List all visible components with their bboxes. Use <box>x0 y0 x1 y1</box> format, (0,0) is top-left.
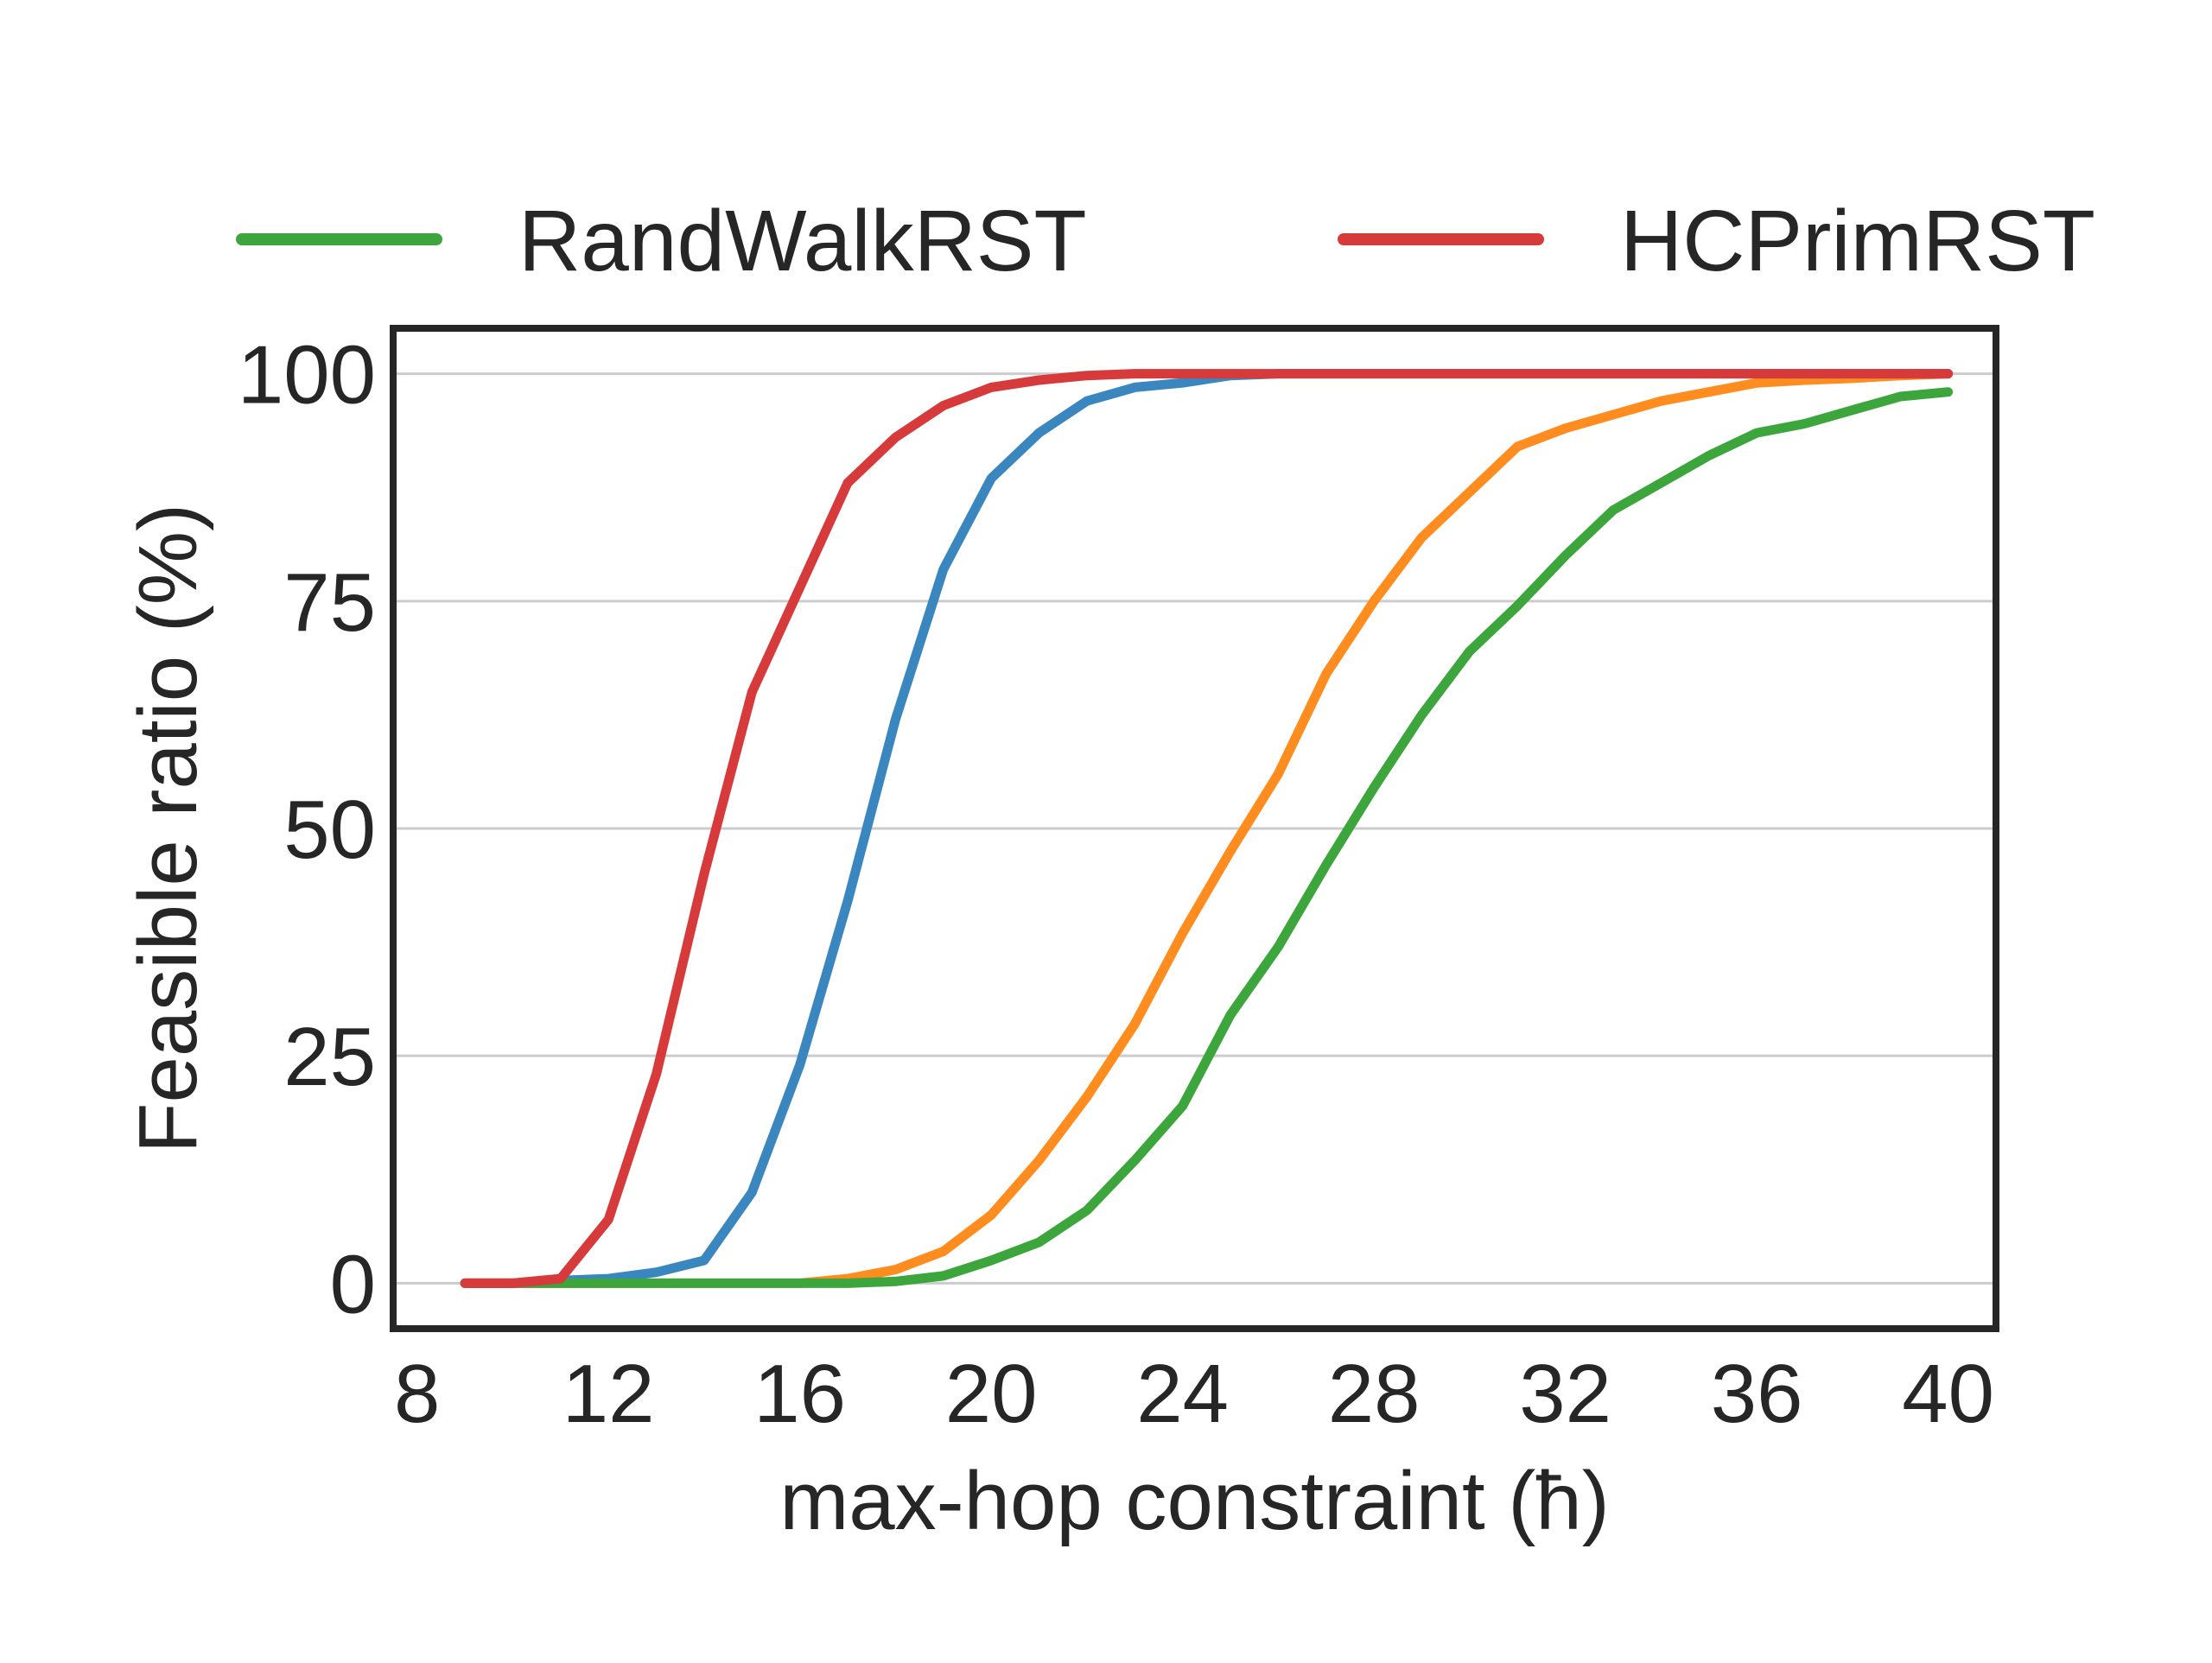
x-axis-ticks: 8 12 16 20 24 28 32 36 40 <box>394 1348 1994 1440</box>
x-tick-label: 12 <box>563 1348 655 1440</box>
series-line-hcprimrst <box>460 369 1954 1288</box>
x-tick-label: 8 <box>394 1348 440 1440</box>
x-tick-label: 28 <box>1328 1348 1421 1440</box>
legend-label: RandWalkRST <box>518 193 1087 289</box>
x-axis-label: max-hop constraint (ħ) <box>779 1455 1609 1547</box>
legend-item: RandWalkRST <box>236 193 1087 289</box>
x-tick-label: 24 <box>1136 1348 1229 1440</box>
y-tick-label: 50 <box>283 784 376 876</box>
y-tick-label: 75 <box>283 556 376 649</box>
series-lines <box>460 369 1954 1288</box>
legend-label: HCPrimRST <box>1620 193 2095 289</box>
x-tick-label: 20 <box>945 1348 1038 1440</box>
y-tick-label: 25 <box>283 1011 376 1103</box>
x-tick-label: 40 <box>1902 1348 1994 1440</box>
legend-item: HCPrimRST <box>1338 193 2095 289</box>
series-line-randwalkrst <box>460 387 1954 1288</box>
legend: RandWalkRST HCPrimRST <box>236 193 2095 289</box>
y-axis-ticks: 0 25 50 75 100 <box>238 329 376 1331</box>
x-tick-label: 16 <box>753 1348 846 1440</box>
x-tick-label: 32 <box>1519 1348 1611 1440</box>
y-tick-label: 100 <box>238 329 376 422</box>
y-tick-label: 0 <box>330 1238 376 1330</box>
x-tick-label: 36 <box>1711 1348 1803 1440</box>
y-axis-label: Feasible ratio (%) <box>122 504 214 1153</box>
plot-frame <box>390 325 1999 1332</box>
